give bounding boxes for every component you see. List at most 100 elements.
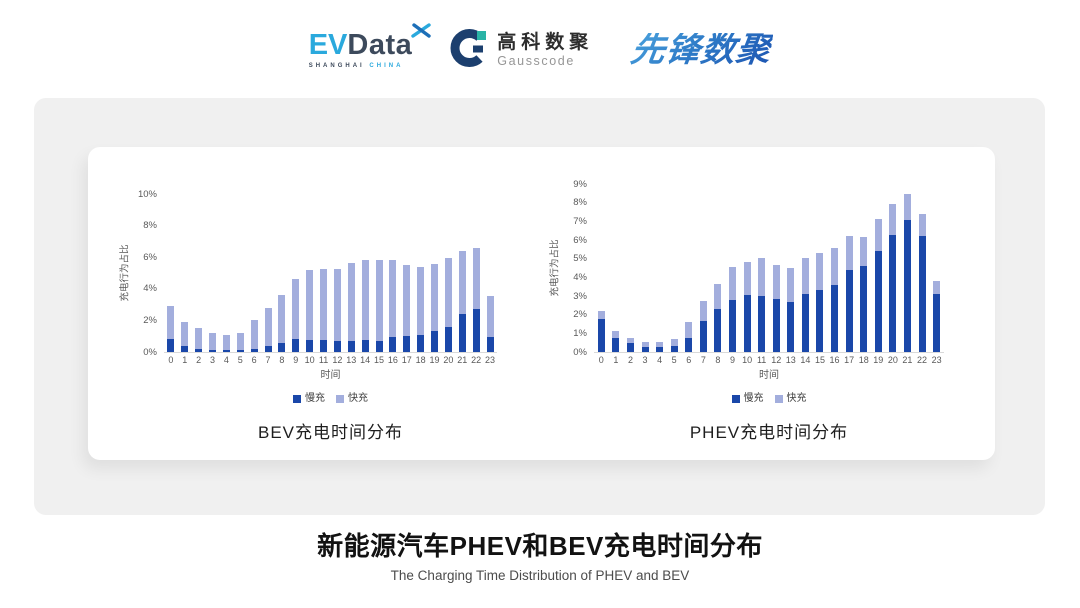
y-axis-ticks: 0% 1% 2% 3% 4% 5% 6% 7% 8% 9%	[560, 179, 594, 356]
bar-hour-7	[261, 194, 275, 352]
bar-segment-fast	[209, 333, 217, 350]
chart-body: 0 1 2 3 4 5 6 7 8 9 10 11 12 13 14 15 16 17 18 19 20 21 22 23 时…	[164, 194, 497, 443]
legend: 慢充 快充	[164, 394, 497, 404]
bar-hour-4	[220, 194, 234, 352]
bar-segment-slow	[431, 330, 439, 352]
y-axis-tick-label: 4%	[143, 283, 157, 295]
bar-hour-12	[769, 184, 784, 352]
y-axis-tick-label: 2%	[573, 308, 587, 320]
bev-chart: 充电行为占比 0% 2% 4% 6% 8% 10% 0 1 2 3 4 5 6 7 8 9 10 11 12 13 1…	[116, 189, 497, 443]
legend-label-fast: 快充	[786, 393, 807, 404]
chart-title: BEV充电时间分布	[257, 423, 404, 442]
bar-segment-fast	[612, 330, 620, 338]
x-axis-tick-label: 19	[429, 355, 440, 365]
bar-segment-fast	[597, 310, 605, 320]
x-axis-tick-label: 7	[265, 355, 271, 365]
x-axis-tick-label: 13	[346, 355, 357, 365]
y-axis-tick-label: 8%	[573, 196, 587, 208]
y-axis-tick-label: 3%	[573, 290, 587, 302]
bar-segment-slow	[656, 347, 664, 352]
x-axis-tick-label: 16	[829, 355, 840, 365]
bar-hour-11	[317, 194, 331, 352]
x-axis-tick-label: 22	[917, 355, 928, 365]
bar-segment-slow	[933, 294, 941, 352]
bar-segment-slow	[874, 251, 882, 352]
gausscode-cn-text: 高科数聚	[497, 31, 594, 53]
x-axis-tick-label: 18	[858, 355, 869, 365]
bar-segment-fast	[306, 269, 314, 341]
bar-hour-7	[696, 184, 711, 352]
header: EV Data SHANGHAI CHINA 高科数聚 Gausscode	[0, 16, 1080, 84]
bar-hour-23	[929, 184, 944, 352]
bar-hour-14	[358, 194, 372, 352]
bar-hour-19	[871, 184, 886, 352]
x-axis-tick-label: 7	[700, 355, 706, 365]
x-axis-tick-label: 4	[657, 355, 663, 365]
x-axis-tick-label: 14	[360, 355, 371, 365]
x-axis-tick-label: 18	[415, 355, 426, 365]
page-title: 新能源汽车PHEV和BEV充电时间分布	[317, 531, 763, 561]
bar-segment-fast	[889, 203, 897, 236]
bar-hour-11	[754, 184, 769, 352]
bar-segment-fast	[320, 269, 328, 341]
bar-segment-fast	[361, 259, 369, 341]
bar-hour-5	[233, 194, 247, 352]
y-axis-title: 充电行为占比	[549, 239, 561, 297]
bar-segment-slow	[787, 301, 795, 352]
bar-segment-slow	[612, 338, 620, 352]
y-axis-tick-label: 6%	[143, 251, 157, 263]
bar-hour-15	[372, 194, 386, 352]
legend-item-slow: 慢充	[731, 393, 764, 404]
x-axis-tick-label: 0	[168, 355, 174, 365]
bar-segment-fast	[801, 257, 809, 295]
bar-segment-fast	[347, 262, 355, 341]
bar-segment-fast	[918, 213, 926, 237]
bar-segment-fast	[403, 265, 411, 337]
bar-segment-fast	[444, 258, 452, 327]
bar-segment-slow	[375, 340, 383, 352]
evdata-subtitle-left: SHANGHAI	[308, 63, 365, 69]
evdata-ev-text: EV	[308, 29, 348, 61]
gausscode-logo: 高科数聚 Gausscode	[450, 28, 593, 72]
y-axis-tick-label: 1%	[573, 327, 587, 339]
bar-hour-16	[386, 194, 400, 352]
bar-segment-fast	[860, 237, 868, 267]
bar-hour-9	[725, 184, 740, 352]
bar-hour-21	[455, 194, 469, 352]
x-axis-title: 时间	[320, 370, 341, 381]
bar-segment-fast	[933, 281, 941, 295]
y-axis-tick-label: 10%	[137, 188, 157, 200]
x-axis-tick-label: 10	[304, 355, 315, 365]
legend-label-slow: 慢充	[743, 393, 764, 404]
bar-segment-slow	[758, 296, 766, 352]
y-axis-tick-label: 4%	[573, 271, 587, 283]
y-axis-tick-label: 5%	[573, 252, 587, 264]
bar-segment-slow	[918, 236, 926, 352]
bar-segment-slow	[347, 340, 355, 352]
gausscode-en-text: Gausscode	[497, 53, 575, 68]
bar-segment-slow	[264, 345, 272, 352]
bar-segment-slow	[417, 334, 425, 352]
bar-hour-13	[784, 184, 799, 352]
x-axis-tick-label: 8	[279, 355, 285, 365]
legend-item-fast: 快充	[774, 393, 807, 404]
bar-segment-fast	[728, 267, 736, 300]
bar-segment-fast	[743, 262, 751, 296]
x-axis-tick-label: 19	[873, 355, 884, 365]
bar-segment-slow	[250, 348, 258, 352]
bar-segment-slow	[472, 309, 480, 352]
bar-hour-23	[483, 194, 497, 352]
x-axis-tick-label: 8	[715, 355, 721, 365]
bar-hour-20	[886, 184, 901, 352]
bar-hour-5	[667, 184, 682, 352]
bar-segment-slow	[831, 284, 839, 352]
bar-segment-slow	[292, 339, 300, 352]
chart-title: PHEV充电时间分布	[689, 423, 849, 442]
gausscode-text: 高科数聚 Gausscode	[497, 33, 593, 68]
bar-segment-slow	[670, 346, 678, 352]
x-axis-tick-label: 15	[814, 355, 825, 365]
legend-swatch-fast	[336, 395, 344, 403]
x-axis-tick-label: 12	[771, 355, 782, 365]
x-axis-tick-label: 21	[902, 355, 913, 365]
x-axis-tick-label: 2	[627, 355, 633, 365]
